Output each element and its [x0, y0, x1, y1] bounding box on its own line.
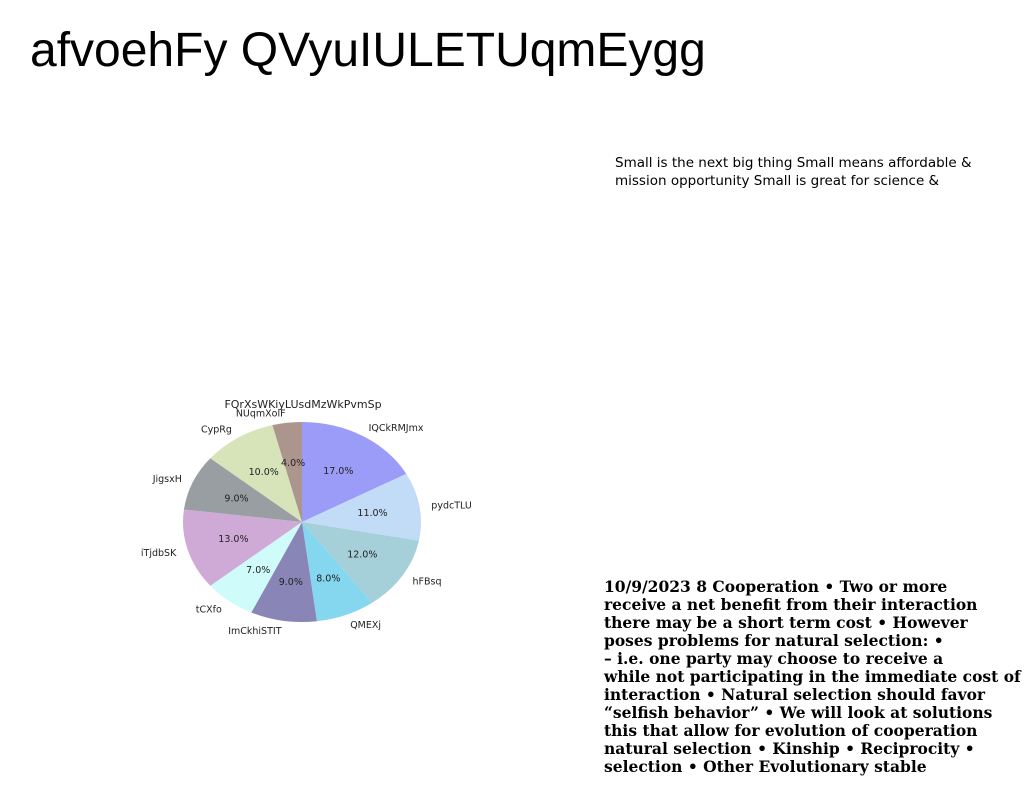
pie-category-label: hFBsq: [413, 576, 442, 587]
pie-pct-label: 17.0%: [323, 466, 353, 477]
pie-pct-label: 8.0%: [316, 573, 340, 584]
page-title: afvoehFy QVyuIULETUqmEygg: [30, 24, 706, 77]
bottom-text-line: poses problems for natural selection: •: [604, 631, 944, 650]
pie-slice-CypRg: [210, 425, 302, 522]
pie-category-label: tCXfo: [196, 604, 222, 615]
pie-category-label: JigsxH: [152, 474, 182, 485]
pie-category-label: pydcTLU: [431, 500, 472, 511]
chart-title: FQrXsWKiyLUsdMzWkPvmSp: [224, 398, 381, 411]
pie-slice-pydcTLU: [302, 473, 421, 541]
pie-slice-NUqmXolF: [272, 422, 302, 522]
pie-category-label: NUqmXolF: [236, 408, 286, 419]
pie-pct-label: 9.0%: [224, 494, 248, 505]
side-text-line: mission opportunity Small is great for s…: [615, 173, 940, 189]
pie-pct-label: 9.0%: [279, 577, 303, 588]
pie-pct-label: 10.0%: [249, 467, 279, 478]
bottom-text-line: “selfish behavior” • We will look at sol…: [604, 703, 993, 722]
pie-chart: FQrXsWKiyLUsdMzWkPvmSp 17.0% 11.0% 12.0% 8.…: [141, 398, 472, 637]
bottom-text-line: this that allow for evolution of coopera…: [604, 721, 978, 740]
bottom-text-line: receive a net benefit from their interac…: [604, 595, 978, 614]
pie-pct-label: 12.0%: [347, 550, 377, 561]
pie-pct-label: 11.0%: [357, 508, 387, 519]
side-text-block: Small is the next big thing Small means …: [615, 154, 1015, 190]
pie-category-label: iTjdbSK: [141, 548, 177, 559]
bottom-text-line: selection • Other Evolutionary stable: [604, 757, 927, 776]
bottom-text-block: 10/9/2023 8 Cooperation • Two or more re…: [604, 578, 1024, 776]
bottom-text-line: there may be a short term cost • However: [604, 613, 968, 632]
pie-slice-IQCkRMJmx: [302, 422, 407, 522]
pie-slice-JigsxH: [183, 458, 302, 522]
bottom-text-line: – i.e. one party may choose to receive a: [604, 649, 944, 668]
pie-slice-hFBsq: [302, 522, 419, 603]
pie-pct-label: 13.0%: [218, 534, 248, 545]
bottom-text-line: while not participating in the immediate…: [604, 667, 1021, 686]
pie-category-label: CypRg: [201, 425, 232, 436]
pie-category-label: ImCkhiSTIT: [228, 626, 281, 637]
pie-category-label: QMEXj: [350, 620, 381, 631]
bottom-text-line: natural selection • Kinship • Reciprocit…: [604, 739, 975, 758]
bottom-text-line: 10/9/2023 8 Cooperation • Two or more: [604, 577, 948, 596]
side-text-line: Small is the next big thing Small means …: [615, 155, 972, 171]
pie-pct-label: 4.0%: [281, 458, 305, 469]
pie-slice-tCXfo: [210, 522, 302, 613]
pie-slice-ImCkhiSTIT: [251, 522, 317, 622]
pie-category-label: IQCkRMJmx: [369, 423, 424, 434]
pie-pct-label: 7.0%: [246, 565, 270, 576]
pie-slice-iTjdbSK: [183, 509, 302, 586]
pie-slice-QMEXj: [302, 522, 372, 622]
bottom-text-line: interaction • Natural selection should f…: [604, 685, 986, 704]
